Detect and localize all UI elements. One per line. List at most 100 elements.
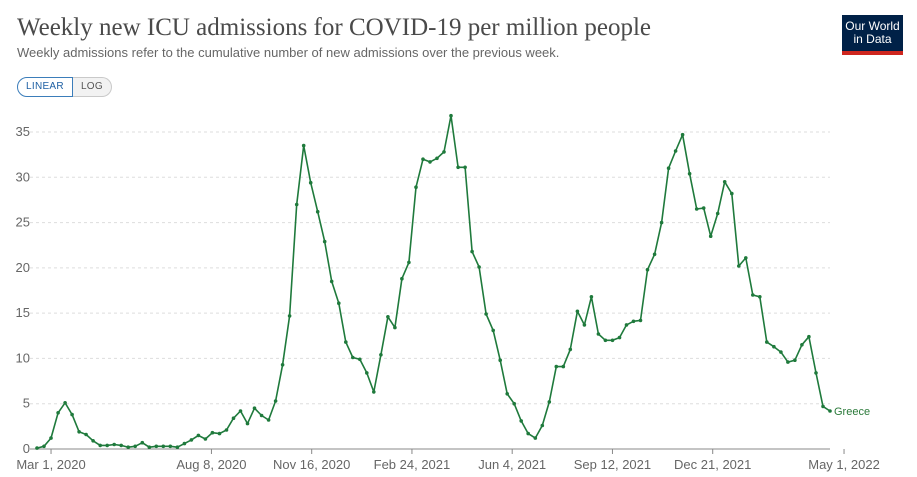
- data-point-28: [231, 416, 236, 421]
- data-point-51: [393, 325, 397, 330]
- data-point-4: [63, 401, 67, 405]
- x-tick-label-7: May 1, 2022: [808, 457, 880, 472]
- data-point-52: [400, 276, 404, 281]
- data-point-113: [828, 409, 832, 413]
- data-point-100: [737, 264, 741, 268]
- data-point-109: [800, 343, 804, 347]
- data-point-57: [435, 156, 439, 161]
- data-point-94: [694, 207, 699, 211]
- data-point-60: [456, 165, 460, 170]
- x-tick-label-0: Mar 1, 2020: [16, 457, 85, 472]
- data-point-12: [119, 443, 123, 448]
- data-point-58: [442, 150, 446, 154]
- data-point-59: [449, 113, 453, 118]
- logo-line-2: in Data: [853, 32, 892, 46]
- data-point-32: [259, 413, 264, 418]
- data-point-96: [708, 234, 713, 238]
- x-tick-label-4: Jun 4, 2021: [478, 457, 546, 472]
- data-point-102: [751, 293, 755, 297]
- x-tick-label-5: Sep 12, 2021: [574, 457, 651, 472]
- data-point-19: [168, 444, 173, 449]
- logo-line-1: Our World: [845, 19, 900, 33]
- data-point-104: [765, 340, 769, 344]
- data-point-36: [287, 314, 292, 318]
- data-point-89: [659, 220, 664, 225]
- data-point-68: [512, 401, 516, 406]
- data-point-14: [133, 444, 137, 449]
- data-point-33: [266, 418, 271, 422]
- data-point-98: [722, 180, 727, 184]
- data-point-111: [814, 371, 818, 375]
- data-point-74: [554, 364, 559, 369]
- linear-scale-button[interactable]: LINEAR: [17, 77, 73, 97]
- y-tick-label-25: 25: [16, 215, 30, 230]
- data-point-10: [105, 443, 109, 448]
- data-point-83: [617, 335, 622, 340]
- log-scale-button[interactable]: LOG: [72, 77, 112, 97]
- data-point-9: [98, 443, 102, 448]
- data-point-8: [91, 439, 95, 443]
- y-tick-label-35: 35: [16, 124, 30, 139]
- data-point-76: [568, 347, 573, 352]
- data-point-66: [498, 358, 503, 363]
- data-point-97: [715, 211, 720, 216]
- data-point-16: [147, 445, 152, 450]
- data-point-79: [589, 295, 594, 299]
- data-point-5: [70, 412, 74, 417]
- data-point-62: [470, 249, 474, 254]
- data-point-110: [807, 334, 811, 339]
- data-point-43: [337, 301, 341, 306]
- owid-logo[interactable]: Our World in Data: [842, 15, 903, 55]
- data-point-82: [610, 338, 615, 343]
- data-point-39: [308, 180, 313, 185]
- data-point-6: [77, 430, 81, 434]
- data-point-27: [224, 428, 229, 432]
- data-point-72: [540, 423, 545, 428]
- data-point-46: [358, 357, 362, 362]
- data-point-22: [189, 438, 194, 442]
- series-label-greece: Greece: [834, 406, 870, 418]
- data-point-25: [210, 430, 215, 435]
- data-point-87: [645, 267, 650, 272]
- data-point-13: [126, 445, 130, 450]
- data-point-71: [533, 436, 538, 440]
- data-point-86: [638, 318, 643, 323]
- data-point-103: [758, 295, 762, 299]
- data-point-24: [203, 437, 208, 441]
- data-point-55: [421, 157, 425, 161]
- data-point-107: [786, 360, 790, 364]
- data-point-108: [793, 358, 797, 363]
- y-tick-label-0: 0: [23, 441, 30, 456]
- data-point-91: [673, 149, 678, 153]
- data-point-31: [252, 406, 257, 411]
- data-point-56: [428, 160, 432, 164]
- data-point-77: [575, 309, 580, 314]
- data-point-112: [821, 404, 825, 409]
- data-point-73: [547, 400, 552, 404]
- x-tick-label-1: Aug 8, 2020: [176, 457, 246, 472]
- data-point-0: [35, 446, 39, 450]
- data-point-34: [273, 399, 278, 403]
- data-point-15: [140, 440, 145, 445]
- data-point-80: [596, 332, 601, 336]
- data-point-45: [351, 355, 355, 360]
- data-point-41: [322, 239, 327, 244]
- data-point-69: [519, 419, 523, 423]
- data-point-49: [379, 353, 383, 357]
- series-line-greece: [36, 114, 831, 449]
- data-point-90: [666, 166, 671, 170]
- y-tick-label-20: 20: [16, 260, 30, 275]
- data-point-44: [344, 340, 348, 344]
- data-point-67: [505, 392, 510, 396]
- x-tick-label-6: Dec 21, 2021: [674, 457, 751, 472]
- data-point-7: [84, 432, 88, 437]
- data-point-64: [484, 312, 488, 316]
- y-tick-label-15: 15: [16, 305, 30, 320]
- data-point-30: [245, 421, 250, 426]
- data-point-93: [687, 171, 692, 176]
- data-point-50: [386, 315, 390, 319]
- data-point-21: [182, 441, 187, 446]
- data-point-88: [652, 252, 657, 257]
- data-point-95: [701, 206, 706, 210]
